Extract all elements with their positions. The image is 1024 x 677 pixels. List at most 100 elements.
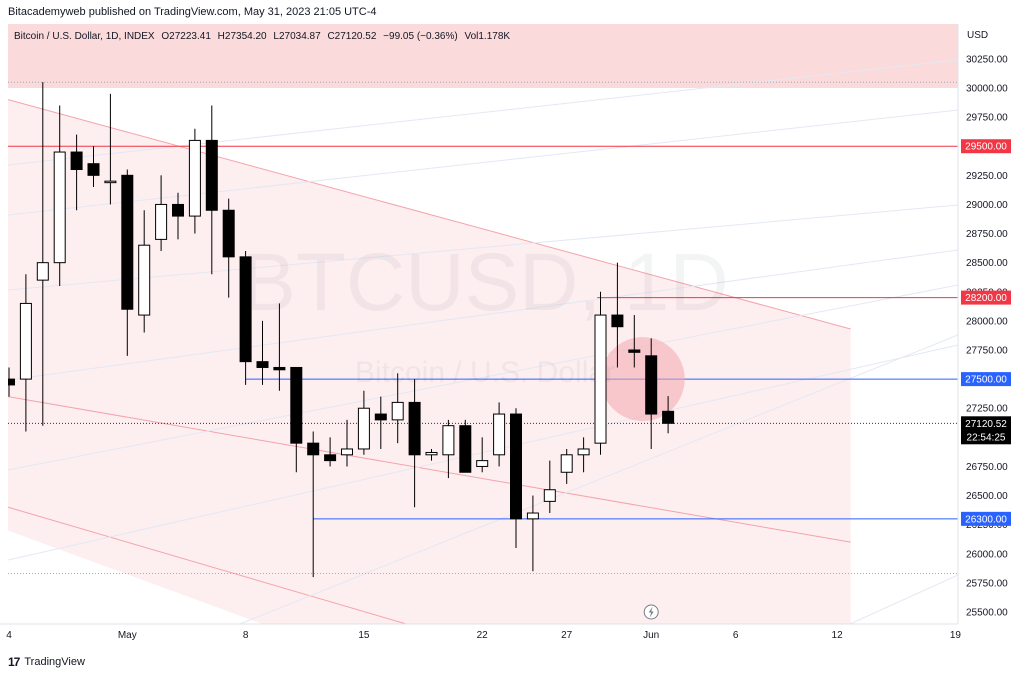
candle[interactable]: [273, 303, 286, 391]
price-axis[interactable]: [958, 0, 1024, 640]
candle[interactable]: [239, 251, 252, 385]
low-value: L27034.87: [273, 31, 321, 42]
candle[interactable]: [36, 82, 49, 426]
candle[interactable]: [543, 460, 556, 514]
price-tag-26300.00[interactable]: 26300.00: [961, 511, 1011, 526]
price-tag-29500.00[interactable]: 29500.00: [961, 139, 1011, 154]
candle[interactable]: [104, 93, 117, 205]
candle[interactable]: [662, 396, 675, 434]
brand-label[interactable]: TradingView: [24, 656, 85, 668]
currency-label: USD: [967, 30, 988, 41]
candle-body: [408, 401, 421, 456]
candle-body: [222, 209, 235, 258]
lightning-icon[interactable]: [643, 604, 659, 620]
price-tag-28200.00[interactable]: 28200.00: [961, 290, 1011, 305]
candle[interactable]: [172, 192, 184, 240]
candle[interactable]: [121, 169, 134, 356]
svg-text:26300.00: 26300.00: [965, 514, 1007, 525]
candle[interactable]: [70, 134, 83, 211]
candle[interactable]: [442, 419, 455, 479]
candle-body: [121, 174, 134, 310]
candle-body: [577, 448, 590, 456]
y-tick-label: 30250.00: [966, 54, 1008, 65]
countdown-label: 22:54:25: [967, 432, 1006, 443]
candle-body: [36, 262, 49, 281]
x-tick-label: 22: [477, 630, 489, 641]
candle-body: [155, 203, 168, 240]
y-tick-label: 29000.00: [966, 200, 1008, 211]
candle-body: [341, 448, 353, 456]
x-tick-label: 4: [6, 630, 12, 641]
candle[interactable]: [138, 210, 151, 333]
candle-body: [70, 151, 83, 171]
candle-body: [594, 314, 607, 444]
candle[interactable]: [611, 262, 624, 368]
candle[interactable]: [425, 448, 438, 461]
candle-body: [442, 425, 455, 456]
candle-body: [374, 413, 387, 421]
candle[interactable]: [526, 495, 539, 572]
candle-body: [493, 413, 506, 456]
candle-body: [138, 244, 151, 316]
candle[interactable]: [510, 408, 522, 548]
candle[interactable]: [374, 396, 387, 449]
candle[interactable]: [391, 373, 404, 444]
candle[interactable]: [87, 146, 100, 187]
tradingview-logo-icon[interactable]: 17: [8, 655, 20, 669]
candle[interactable]: [560, 448, 573, 484]
candle[interactable]: [4, 367, 15, 397]
candle[interactable]: [53, 105, 66, 286]
candle-body: [307, 442, 320, 456]
candle-body: [476, 460, 489, 467]
last-price-label: 27120.52: [965, 419, 1007, 430]
candle[interactable]: [341, 419, 353, 467]
candle[interactable]: [222, 198, 235, 298]
candle[interactable]: [594, 291, 607, 455]
fan-line: [8, 109, 958, 216]
candle[interactable]: [459, 419, 472, 473]
channel-lower-line[interactable]: [8, 506, 407, 624]
candle-body: [19, 302, 32, 380]
candle[interactable]: [476, 437, 489, 473]
fan-line: [8, 344, 958, 561]
last-price-tag[interactable]: 27120.52 22:54:25: [961, 416, 1011, 445]
candle-body: [611, 314, 624, 328]
x-tick-label: 27: [561, 630, 573, 641]
candle[interactable]: [307, 431, 320, 578]
highlight-circle[interactable]: [600, 337, 685, 422]
symbol-label[interactable]: Bitcoin / U.S. Dollar, 1D, INDEX: [14, 31, 155, 42]
candle[interactable]: [408, 379, 421, 508]
y-tick-label: 28750.00: [966, 229, 1008, 240]
candle[interactable]: [205, 105, 218, 275]
fan-line: [8, 284, 958, 471]
fan-line: [239, 334, 958, 624]
fan-line: [8, 204, 958, 291]
channel-mid-line[interactable]: [8, 396, 851, 543]
candle[interactable]: [19, 274, 32, 432]
candle[interactable]: [577, 437, 590, 473]
candle[interactable]: [188, 128, 201, 234]
y-tick-label: 26000.00: [966, 549, 1008, 560]
x-tick-label: 8: [243, 630, 249, 641]
candle[interactable]: [645, 338, 658, 449]
candle[interactable]: [493, 402, 506, 467]
y-tick-label: 26500.00: [966, 491, 1008, 502]
candle-body: [459, 425, 472, 473]
candle-body: [239, 256, 252, 363]
y-tick-label: 29750.00: [966, 113, 1008, 124]
candle[interactable]: [628, 315, 641, 368]
candle[interactable]: [324, 437, 337, 467]
y-tick-label: 29250.00: [966, 171, 1008, 182]
open-value: O27223.41: [161, 31, 211, 42]
price-tag-27500.00[interactable]: 27500.00: [961, 372, 1011, 387]
svg-text:29500.00: 29500.00: [965, 142, 1007, 153]
candle[interactable]: [290, 366, 303, 473]
candle[interactable]: [357, 390, 370, 455]
candle[interactable]: [155, 175, 168, 252]
candle-body: [645, 355, 658, 415]
channel-upper-line[interactable]: [8, 99, 851, 330]
x-tick-label: 12: [832, 630, 844, 641]
candle-body: [8, 378, 15, 386]
candle[interactable]: [256, 320, 269, 385]
